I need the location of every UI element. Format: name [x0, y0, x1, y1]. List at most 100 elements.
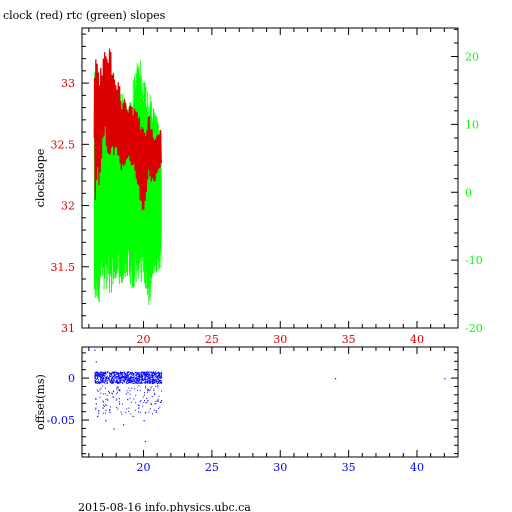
offset-point [101, 378, 103, 380]
offset-point [140, 381, 142, 383]
offset-point [104, 378, 106, 380]
offset-point [128, 371, 130, 373]
offset-point [125, 373, 127, 375]
top-right-y-tick-label: 20 [465, 51, 479, 64]
offset-point [109, 392, 111, 394]
offset-point [102, 376, 104, 378]
offset-point [121, 413, 123, 415]
offset-point [131, 382, 133, 384]
offset-point [105, 410, 107, 412]
offset-point [131, 377, 133, 379]
offset-point [112, 371, 114, 373]
offset-point [146, 381, 148, 383]
offset-point [143, 378, 145, 380]
offset-point [129, 378, 131, 380]
offset-point [111, 382, 113, 384]
offset-point [159, 381, 161, 383]
offset-point [140, 400, 142, 402]
offset-point [153, 380, 155, 382]
offset-point [139, 381, 141, 383]
offset-point [141, 381, 143, 383]
offset-point [128, 373, 130, 375]
offset-point [132, 381, 134, 383]
offset-point [160, 377, 162, 379]
offset-point [146, 373, 148, 374]
clock-series-line [93, 48, 162, 211]
offset-point [140, 376, 142, 378]
offset-point [143, 392, 145, 394]
top-left-y-tick-label: 32.5 [51, 138, 76, 151]
offset-point [120, 378, 122, 380]
top-x-tick-label: 35 [342, 333, 356, 346]
offset-point [144, 441, 147, 443]
offset-point [99, 382, 101, 384]
offset-point [104, 375, 106, 377]
offset-point [135, 371, 136, 373]
offset-point [110, 406, 112, 408]
offset-point [115, 399, 117, 401]
offset-point [106, 380, 108, 382]
offset-point [113, 375, 115, 377]
offset-point [118, 403, 121, 405]
offset-point [110, 374, 112, 376]
top-plot: 20 25 30 35 40 31 31.5 32 32.5 33 -20 -10 0 10 20 cloc… [34, 27, 483, 346]
offset-point [125, 378, 127, 380]
offset-point [133, 398, 135, 400]
offset-point [444, 378, 446, 380]
offset-point [97, 382, 99, 384]
offset-point [147, 378, 149, 380]
offset-point [160, 375, 162, 377]
offset-point [146, 388, 148, 390]
offset-point [95, 382, 97, 384]
offset-point [137, 373, 139, 375]
offset-point [94, 377, 96, 379]
offset-point [154, 393, 156, 395]
offset-point [151, 371, 153, 373]
offset-point [103, 375, 105, 377]
offset-point [100, 376, 102, 378]
offset-point [106, 371, 108, 373]
offset-point [125, 376, 127, 378]
offset-point [143, 374, 145, 376]
offset-point [140, 375, 142, 377]
offset-point [147, 376, 149, 378]
offset-point [100, 379, 102, 381]
offset-point [94, 376, 96, 378]
offset-point [138, 377, 140, 379]
offset-point [155, 376, 157, 378]
offset-point [119, 382, 121, 384]
offset-point [112, 378, 114, 380]
offset-point [141, 376, 143, 378]
offset-point [94, 381, 96, 383]
offset-point [120, 373, 122, 375]
offset-point [98, 382, 100, 384]
offset-point [131, 376, 133, 378]
offset-point [99, 373, 101, 375]
offset-point [131, 378, 133, 380]
offset-point [143, 378, 145, 380]
offset-point [111, 372, 113, 374]
bottom-x-tick-label: 25 [205, 461, 219, 474]
offset-point [127, 371, 129, 373]
offset-point [114, 372, 116, 374]
bottom-plot: 20 25 30 35 40 -0.05 0 offset(ms) [34, 346, 459, 474]
offset-point [129, 382, 131, 384]
offset-point [128, 374, 130, 376]
offset-point [156, 399, 158, 401]
offset-point [147, 382, 149, 384]
offset-point [147, 389, 149, 391]
offset-point [138, 380, 140, 382]
offset-point [127, 378, 129, 380]
top-x-tick-label: 20 [137, 333, 151, 346]
offset-point [161, 381, 163, 383]
offset-point [138, 405, 140, 407]
offset-point [111, 392, 113, 394]
offset-point [146, 381, 148, 382]
offset-point [104, 377, 106, 379]
offset-point [95, 373, 97, 375]
offset-point [127, 379, 129, 381]
offset-point [147, 380, 149, 382]
offset-point [155, 375, 157, 377]
offset-point [159, 377, 161, 379]
offset-point [130, 373, 132, 375]
